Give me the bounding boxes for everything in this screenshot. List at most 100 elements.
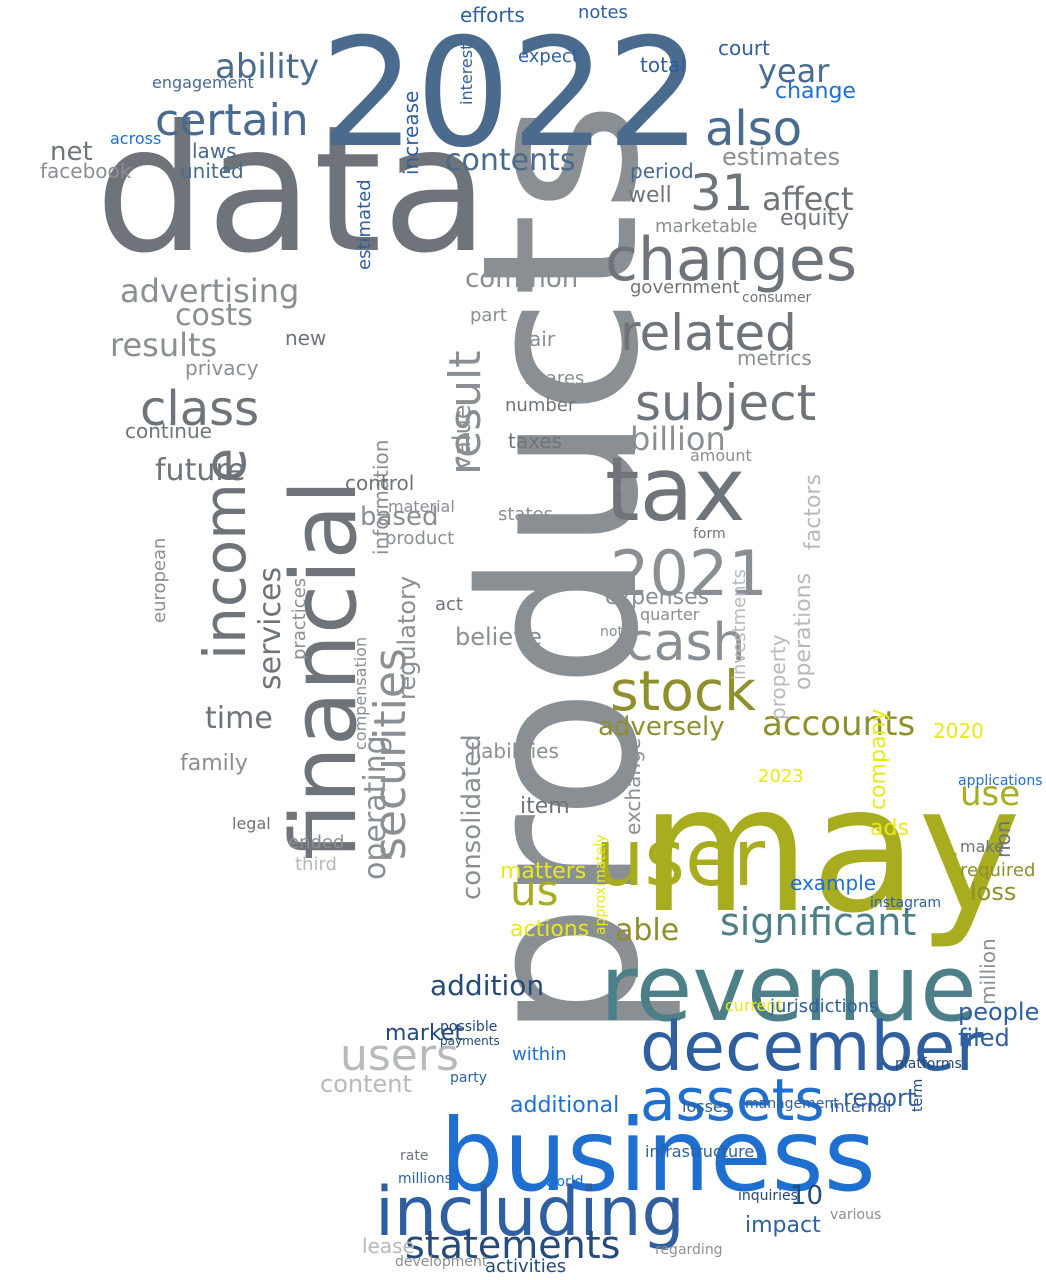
cloud-word-subject: subject (635, 374, 816, 432)
cloud-word-us: us (510, 866, 559, 915)
cloud-word-regulatory: regulatory (393, 576, 421, 700)
cloud-word-amount: amount (690, 446, 752, 465)
cloud-word-government: government (630, 277, 740, 298)
cloud-word-activities: activities (485, 1256, 566, 1277)
cloud-word-actions: actions (510, 917, 589, 942)
cloud-word-jurisdictions: jurisdictions (769, 996, 878, 1017)
cloud-word-report: report (843, 1084, 916, 1112)
cloud-word-consolidated: consolidated (457, 734, 487, 900)
cloud-word-matters: matters (500, 859, 586, 884)
cloud-word-addition: addition (430, 969, 544, 1002)
cloud-word-2022: 2022 (320, 7, 702, 181)
cloud-word-information: information (369, 440, 393, 555)
cloud-word-various: various (830, 1207, 881, 1223)
cloud-word-common: common (465, 264, 578, 294)
cloud-word-operating: operating (358, 735, 393, 880)
cloud-word-regarding: regarding (655, 1242, 723, 1258)
cloud-word-european: european (149, 538, 170, 623)
cloud-word-estimates: estimates (722, 143, 840, 171)
cloud-word-significant: significant (720, 900, 916, 944)
cloud-word-new: new (285, 326, 326, 350)
cloud-word-revenue: revenue (600, 935, 977, 1042)
cloud-word-practices: practices (289, 578, 310, 660)
cloud-word-internal: internal (830, 1097, 891, 1116)
cloud-word-total: total (640, 53, 686, 77)
cloud-word-number: number (505, 395, 576, 416)
cloud-word-privacy: privacy (185, 356, 259, 380)
cloud-word-compensation: compensation (351, 637, 370, 750)
cloud-word-rate: rate (400, 1148, 428, 1164)
cloud-word-period: period (630, 159, 694, 183)
cloud-word-billion: billion (630, 420, 726, 458)
cloud-word-financial: financial (272, 479, 377, 860)
cloud-word-well: well (628, 183, 672, 208)
cloud-word-management: management (745, 1096, 839, 1112)
cloud-word-company: company (866, 709, 891, 810)
cloud-word-ability: ability (215, 47, 319, 87)
cloud-word-payments: payments (440, 1034, 500, 1048)
cloud-word-ads: ads (870, 816, 909, 841)
cloud-word-affect: affect (762, 180, 853, 218)
cloud-word-taxes: taxes (508, 429, 562, 453)
cloud-word-approximately: approximately (593, 834, 609, 935)
cloud-word-certain: certain (155, 95, 309, 146)
cloud-word-including: including (375, 1173, 685, 1252)
cloud-word-inquiries: inquiries (738, 1188, 798, 1204)
cloud-word-results: results (110, 326, 217, 364)
cloud-word-share: share (505, 571, 566, 596)
cloud-word-income: income (191, 448, 259, 660)
cloud-word-facebook: facebook (40, 159, 132, 183)
cloud-word-applications: applications (958, 773, 1043, 789)
cloud-word-result: result (440, 351, 491, 475)
cloud-word-2023: 2023 (758, 766, 804, 787)
cloud-word-future: future (155, 453, 245, 488)
cloud-word-continue: continue (125, 419, 212, 443)
cloud-word-net: net (50, 137, 93, 167)
cloud-word-third: third (295, 854, 337, 875)
cloud-word-equity: equity (780, 206, 849, 231)
cloud-word-term: term (910, 1079, 926, 1112)
cloud-word-1: 1 (945, 848, 964, 883)
cloud-word-data: data (95, 89, 489, 292)
cloud-word-states: states (498, 504, 553, 525)
cloud-word-year: year (758, 52, 830, 90)
cloud-word-consumer: consumer (742, 290, 812, 306)
cloud-word-family: family (180, 751, 248, 776)
cloud-word-fair: fair (522, 327, 556, 351)
cloud-word-current: current (725, 996, 783, 1015)
cloud-word-changes: changes (605, 225, 857, 295)
cloud-word-court: court (718, 36, 770, 60)
cloud-word-time: time (205, 701, 273, 736)
cloud-word-metrics: metrics (737, 346, 812, 370)
cloud-word-millions: millions (398, 1171, 452, 1187)
cloud-word-liabilities: liabilities (470, 739, 559, 763)
cloud-word-people: people (958, 998, 1039, 1026)
cloud-word-accounts: accounts (762, 704, 915, 744)
cloud-word-instagram: instagram (870, 895, 941, 911)
cloud-word-related: related (620, 304, 797, 362)
cloud-word-securities: securities (365, 648, 416, 860)
cloud-word-legal: legal (232, 814, 271, 833)
cloud-word-possible: possible (440, 1019, 497, 1035)
cloud-word-also: also (705, 101, 802, 157)
cloud-word-tax: tax (605, 438, 746, 541)
cloud-word-estimated: estimated (354, 179, 375, 270)
cloud-word-united: united (180, 159, 244, 183)
cloud-word-december: december (640, 1008, 983, 1087)
cloud-word-31: 31 (690, 164, 754, 222)
cloud-word-engagement: engagement (152, 73, 254, 92)
cloud-word-costs: costs (175, 298, 253, 333)
cloud-word-platforms: platforms (895, 1056, 962, 1072)
cloud-word-expenses: expenses (605, 585, 709, 610)
cloud-word-contents: contents (445, 143, 576, 178)
cloud-word-factors: factors (801, 474, 826, 550)
cloud-word-note: note (600, 624, 632, 640)
cloud-word-content: content (320, 1070, 412, 1098)
cloud-word-laws: laws (192, 139, 237, 163)
cloud-word-example: example (790, 871, 876, 895)
cloud-word-act: act (435, 594, 463, 615)
cloud-word-filed: filed (958, 1024, 1010, 1052)
cloud-word-assets: assets (640, 1066, 825, 1134)
